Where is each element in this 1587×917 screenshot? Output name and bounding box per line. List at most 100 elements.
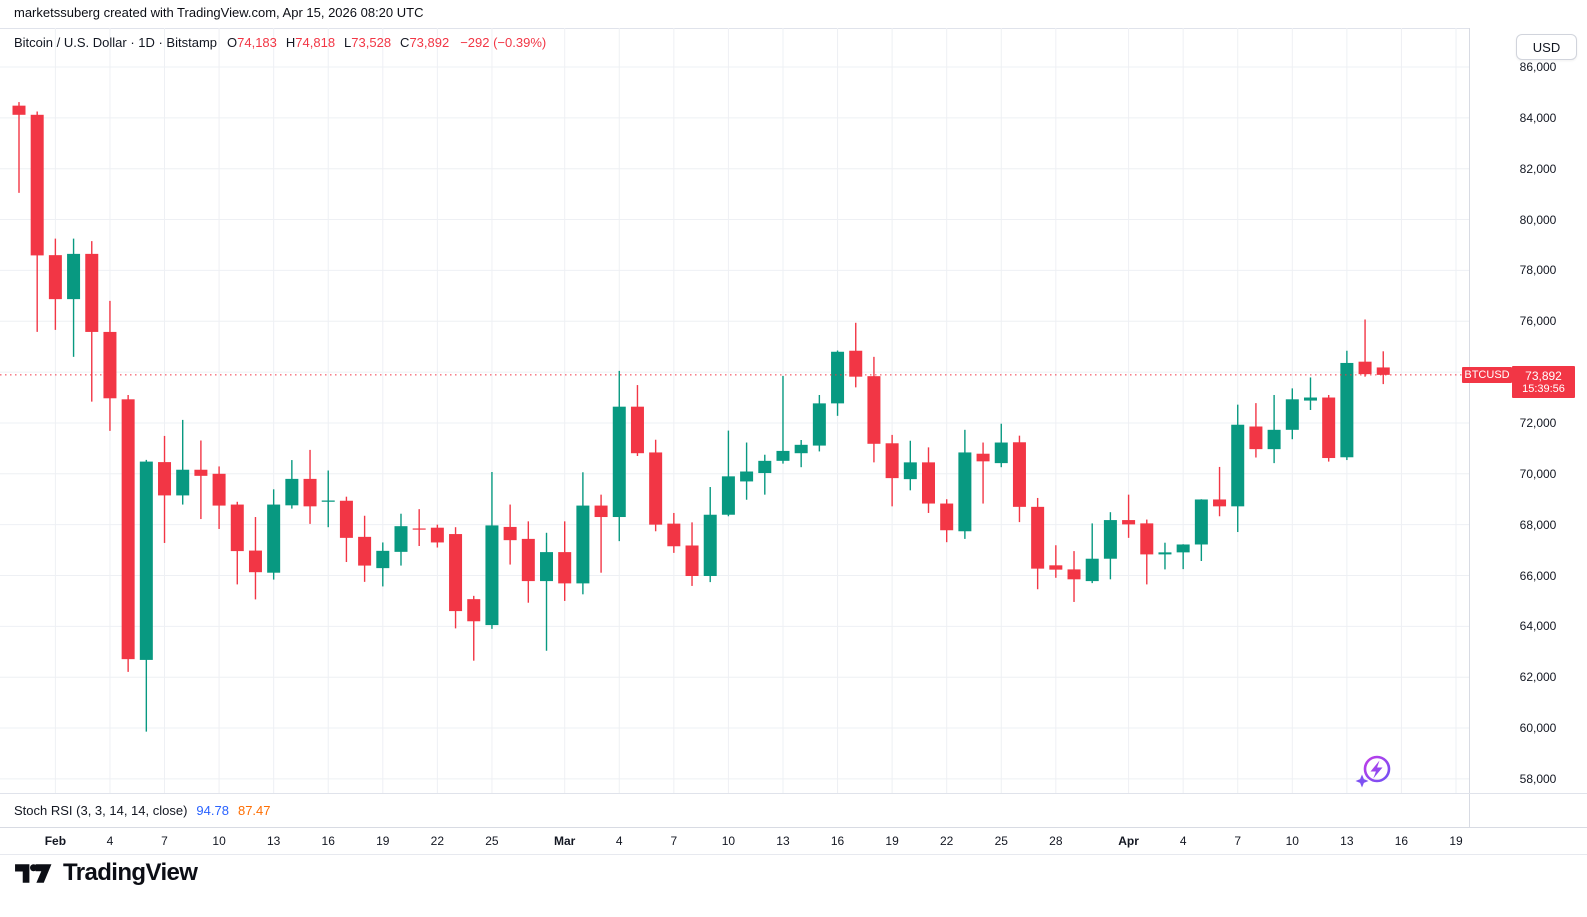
price-axis-label: 78,000	[1519, 263, 1557, 278]
time-axis-label: 10	[212, 834, 226, 848]
price-axis-label: 70,000	[1519, 466, 1557, 481]
price-change: −292 (−0.39%)	[460, 35, 547, 50]
ai-assistant-icon[interactable]	[1354, 752, 1394, 792]
price-axis-label: 84,000	[1519, 110, 1557, 125]
ai-icon-ring	[1363, 755, 1391, 783]
candle-body	[630, 406, 644, 454]
candle-body	[303, 478, 317, 507]
candle-body	[940, 503, 954, 531]
candle-body	[394, 526, 408, 552]
candle-body	[176, 469, 190, 496]
price-axis-label: 86,000	[1519, 60, 1557, 74]
candle-body	[412, 528, 426, 530]
candle-body	[158, 462, 172, 496]
pane-separator[interactable]	[0, 793, 1587, 794]
time-axis-label: 4	[1179, 834, 1187, 848]
candle-body	[212, 473, 226, 506]
candle-body	[612, 406, 626, 518]
candle-body	[48, 255, 62, 300]
candle-body	[521, 538, 535, 582]
time-axis-label: 25	[485, 834, 499, 848]
candle-body	[922, 462, 935, 504]
candle-body	[1358, 361, 1372, 375]
price-axis-label: 82,000	[1519, 161, 1557, 176]
price-axis-label: 66,000	[1519, 568, 1557, 583]
symbol-header[interactable]: Bitcoin / U.S. Dollar · 1D · Bitstamp O7…	[14, 35, 546, 50]
candle-body	[794, 444, 808, 454]
candle-body	[685, 545, 699, 577]
time-axis-label: 13	[776, 834, 790, 848]
candle-body	[121, 399, 135, 660]
candle-body	[903, 462, 917, 480]
candle-body	[1176, 544, 1190, 553]
candle-body	[1267, 429, 1281, 450]
candle-body	[85, 253, 99, 332]
time-axis-label: Apr	[1118, 834, 1139, 848]
candle-body	[285, 478, 299, 506]
sparkle-icon	[1355, 774, 1369, 788]
stoch-rsi-title[interactable]: Stoch RSI (3, 3, 14, 14, close)	[14, 803, 188, 818]
time-axis-label: 25	[994, 834, 1008, 848]
ohlc-high: H74,818	[285, 35, 336, 50]
ohlc-open: O74,183	[227, 35, 277, 50]
time-axis-label: 16	[1394, 834, 1409, 848]
time-axis-label: 13	[266, 834, 281, 848]
candlestick-chart-canvas[interactable]	[0, 28, 1469, 793]
candle-body	[339, 500, 353, 538]
candle-body	[1031, 506, 1045, 569]
candle-body	[1249, 426, 1263, 450]
candle-body	[867, 376, 881, 444]
candle-body	[594, 505, 608, 518]
stoch-rsi-pane[interactable]: Stoch RSI (3, 3, 14, 14, close) 94.78 87…	[0, 794, 1483, 827]
candle-body	[994, 442, 1008, 464]
time-axis-label: 7	[161, 834, 168, 848]
price-axis-label: 80,000	[1519, 212, 1557, 227]
time-axis-label: 10	[1285, 834, 1299, 848]
candle-body	[67, 253, 81, 300]
time-axis-label: 4	[106, 834, 114, 848]
candle-body	[1213, 499, 1227, 507]
candle-body	[358, 536, 372, 566]
currency-unit-button[interactable]: USD	[1516, 34, 1577, 60]
price-axis[interactable]: USD 86,000 84,000 82,000 80,000 78,000 76,000…	[1469, 28, 1587, 853]
candle-body	[1103, 520, 1117, 559]
candle-body	[540, 552, 554, 582]
candle-body	[321, 500, 335, 502]
price-line-ticker-tag: BTCUSD	[1462, 367, 1512, 383]
price-axis-label: 76,000	[1519, 314, 1557, 329]
time-axis[interactable]: Feb 4 7 10 13 16 19 22 25 Mar 4 7 10 13 16 19 22 25 28 Apr 4…	[0, 827, 1587, 855]
candle-body	[267, 504, 281, 573]
price-axis-label: 58,000	[1519, 771, 1557, 786]
candle-body	[1158, 552, 1172, 555]
candle-body	[449, 534, 463, 612]
tradingview-logo[interactable]: TradingView	[13, 859, 198, 887]
candle-body	[885, 443, 899, 479]
candle-body	[776, 450, 790, 461]
candle-body	[667, 523, 681, 547]
time-axis-label: 7	[1234, 834, 1242, 848]
time-axis-label: 19	[376, 834, 390, 848]
candle-body	[1049, 565, 1063, 570]
candle-body	[1376, 367, 1390, 375]
candle-body	[831, 351, 845, 404]
symbol-title: Bitcoin / U.S. Dollar · 1D · Bitstamp	[14, 35, 217, 50]
bar-countdown: 15:39:56	[1522, 382, 1565, 395]
candle-body	[740, 471, 754, 482]
candle-body	[503, 526, 517, 541]
candle-body	[194, 469, 208, 476]
candle-body	[139, 461, 153, 660]
price-axis-label: 60,000	[1519, 721, 1557, 736]
chart-top-border	[0, 28, 1587, 29]
candle-body	[1140, 523, 1154, 555]
candle-body	[30, 114, 44, 256]
last-price-value: 73,892	[1525, 368, 1562, 383]
candle-body	[467, 599, 481, 622]
time-axis-label: 4	[615, 834, 623, 848]
candle-body	[485, 525, 499, 626]
candle-body	[812, 403, 826, 446]
candle-body	[576, 505, 590, 584]
candle-body	[1340, 362, 1354, 458]
candle-body	[1322, 397, 1336, 459]
tradingview-logo-text: TradingView	[63, 859, 198, 886]
